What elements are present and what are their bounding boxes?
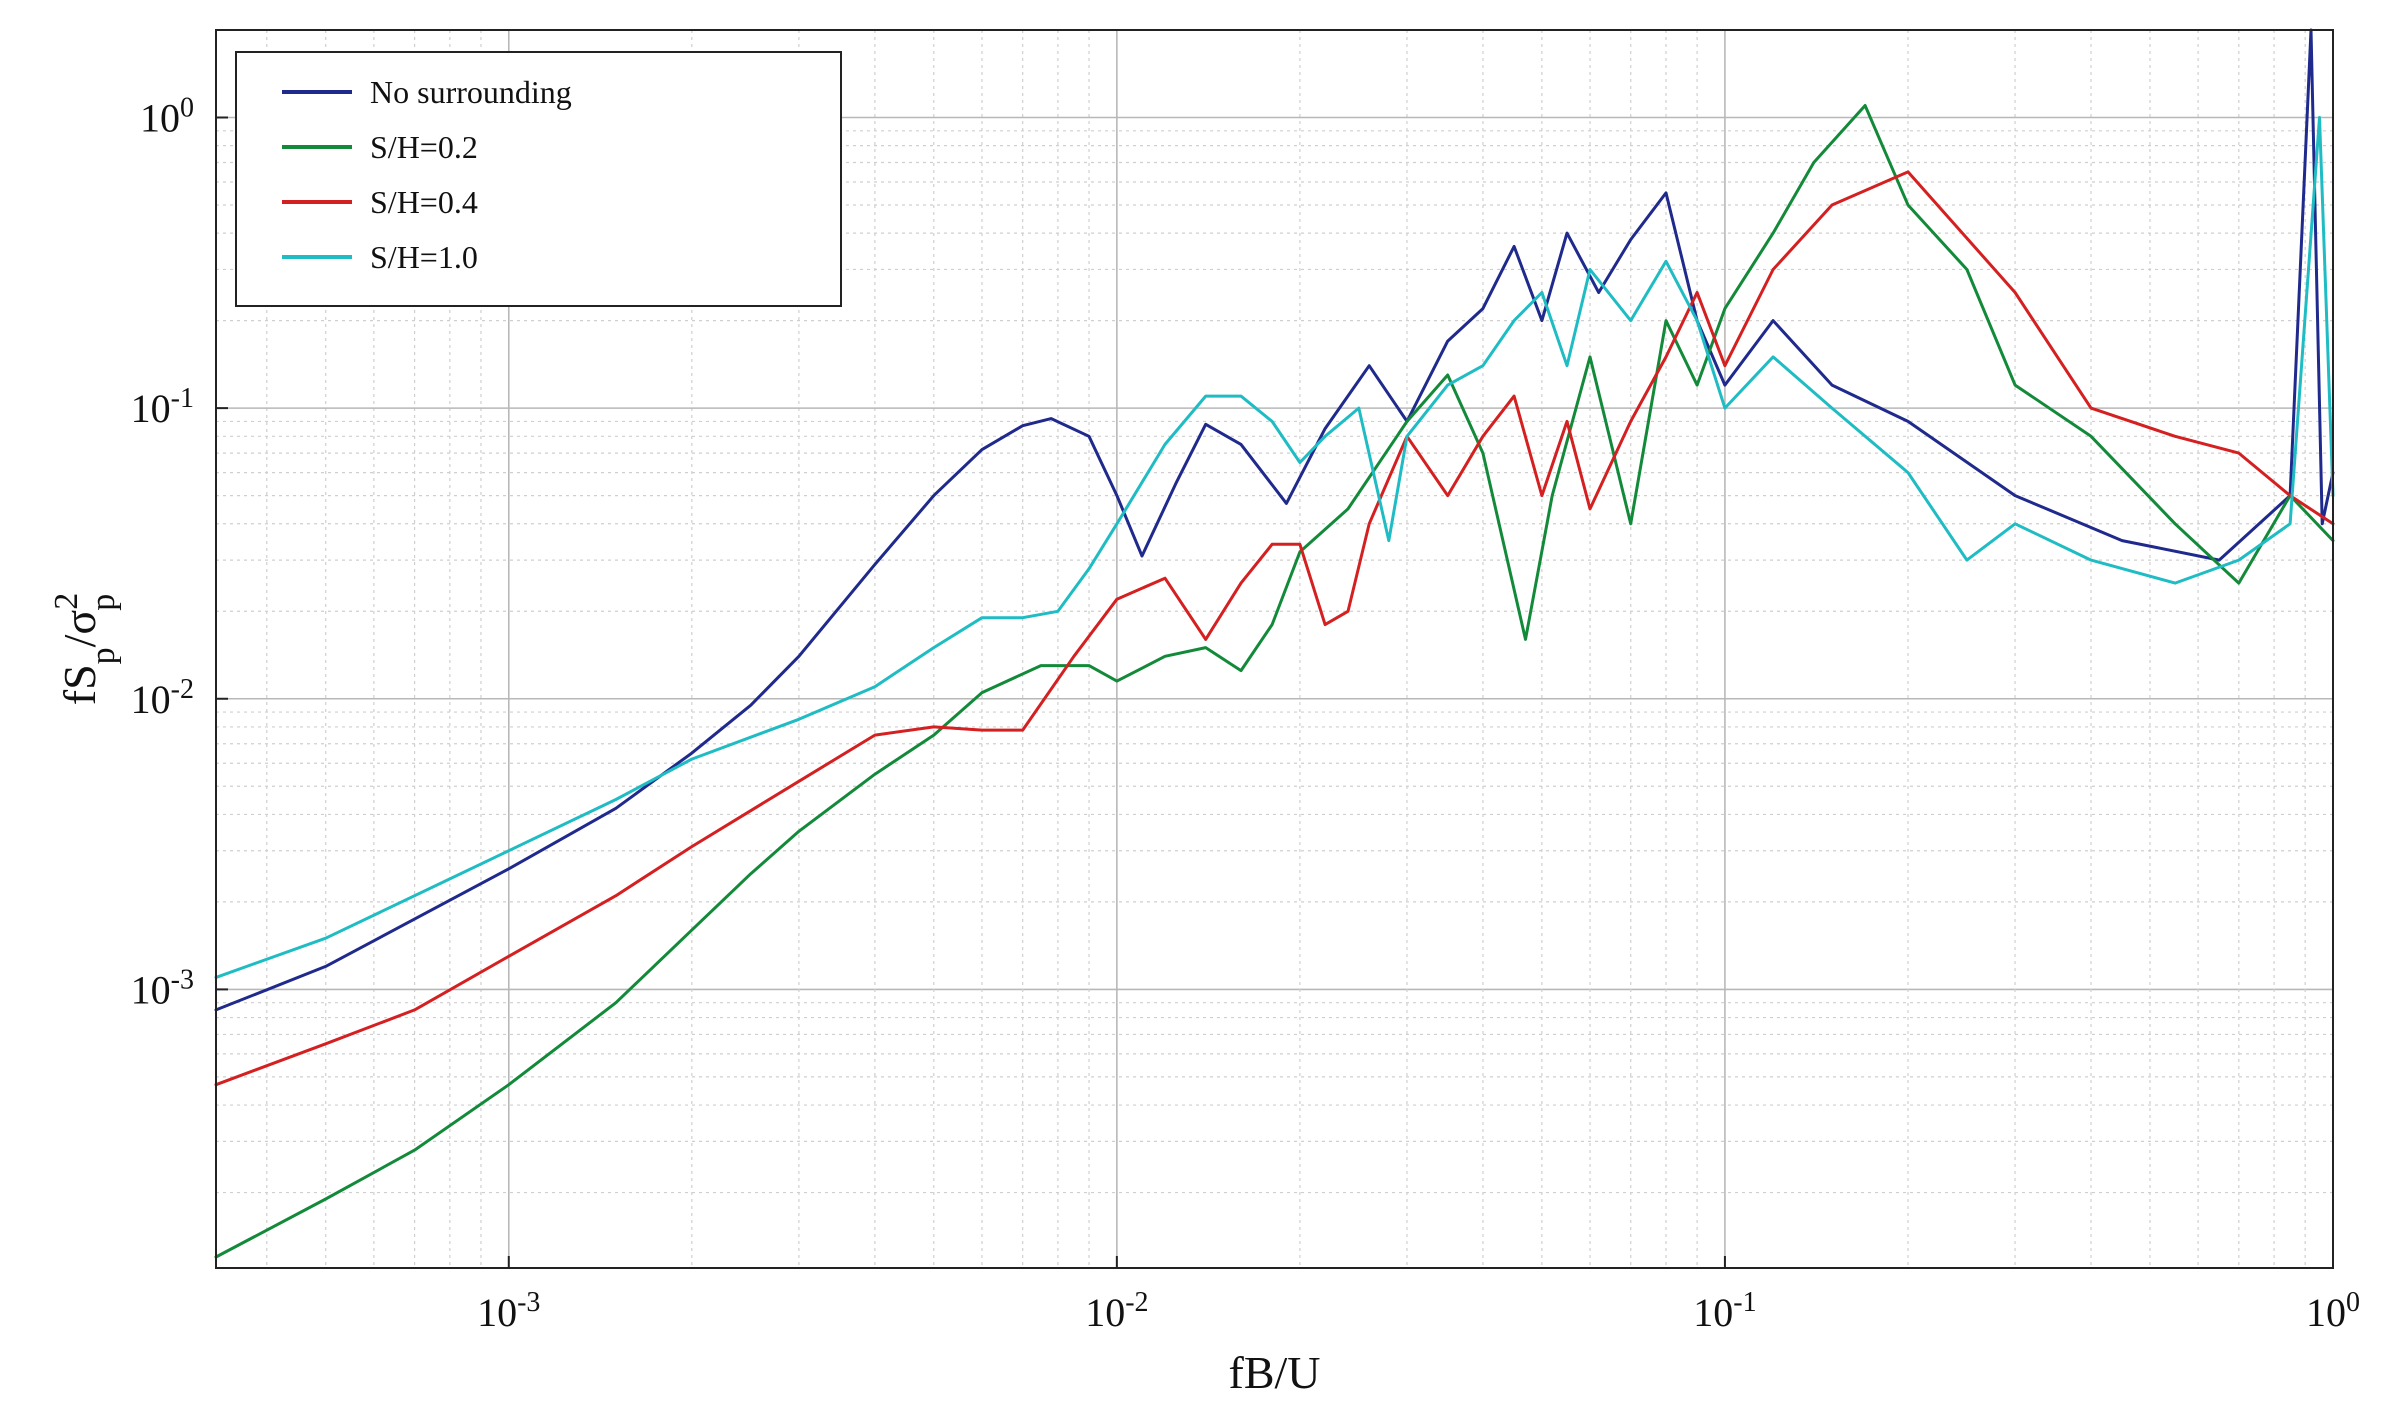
x-tick-label-1: 10-3 — [477, 1287, 540, 1336]
grid — [216, 29, 2334, 1268]
y-axis-label: fSp/σ2p — [48, 593, 122, 705]
x-axis-label: fB/U — [1229, 1347, 1321, 1398]
y-tick-label-2: 10-2 — [131, 673, 194, 722]
y-label-sub2: p — [85, 594, 122, 611]
x-tick-label-2: 10-2 — [1085, 1287, 1148, 1336]
x-tick-label-3: 10-1 — [1693, 1287, 1756, 1336]
legend-label-1: No surrounding — [370, 74, 572, 110]
series-line-4 — [214, 116, 2335, 979]
series-line-3 — [214, 170, 2335, 1087]
plot-frame — [215, 29, 2334, 1269]
legend-label-3: S/H=0.4 — [370, 184, 478, 220]
y-label-main: fS — [54, 664, 105, 705]
series-line-1 — [214, 28, 2335, 1012]
legend-box — [235, 51, 842, 307]
y-label-slash: /σ — [54, 610, 105, 648]
series-layer — [214, 28, 2335, 1259]
legend-label-2: S/H=0.2 — [370, 129, 478, 165]
legend-label-4: S/H=1.0 — [370, 239, 478, 275]
legend: No surrounding S/H=0.2 S/H=0.4 S/H=1.0 — [235, 51, 842, 307]
x-tick-label-4: 100 — [2306, 1287, 2360, 1336]
svg-text:fSp/σ2p: fSp/σ2p — [48, 593, 122, 705]
y-tick-label-3: 10-1 — [131, 383, 194, 432]
series-line-2 — [214, 104, 2335, 1259]
y-label-sup: 2 — [48, 593, 85, 610]
y-label-sub1: p — [85, 647, 122, 664]
y-tick-label-4: 100 — [140, 92, 194, 141]
y-tick-label-1: 10-3 — [131, 964, 194, 1013]
y-axis-ticks: 10-3 10-2 10-1 100 — [131, 92, 228, 1012]
x-axis-ticks: 10-3 10-2 10-1 100 — [477, 1256, 2360, 1335]
